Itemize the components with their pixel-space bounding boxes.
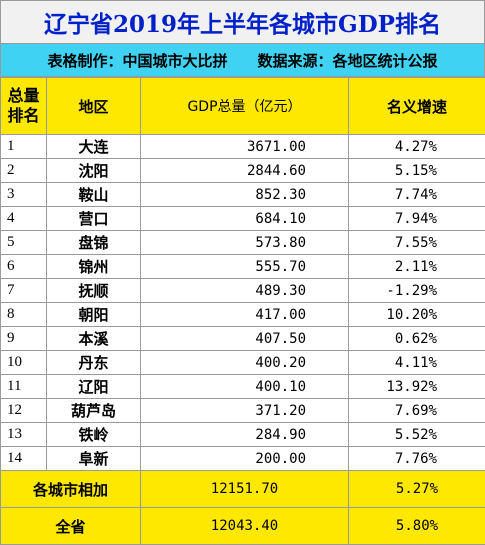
growth-cell: 2.11% [348, 254, 485, 279]
gdp-cell: 2844.60 [140, 158, 349, 183]
city-cell: 本溪 [46, 326, 141, 351]
header-city: 地区 [46, 77, 141, 135]
gdp-cell: 407.50 [140, 326, 349, 351]
total-label: 全省 [0, 507, 141, 545]
rank-cell: 7 [0, 278, 47, 303]
gdp-cell: 573.80 [140, 230, 349, 255]
table-row: 6 锦州 555.70 2.11% [0, 254, 485, 279]
city-cell: 抚顺 [46, 278, 141, 303]
header-rank-line1: 总量 [7, 86, 40, 105]
city-cell: 营口 [46, 206, 141, 231]
gdp-table: 总量 排名 地区 GDP总量（亿元） 名义增速 1 大连 3671.00 4.27% 2… [0, 77, 485, 545]
table-row: 13 铁岭 284.90 5.52% [0, 422, 485, 447]
growth-cell: 0.62% [348, 326, 485, 351]
city-cell: 朝阳 [46, 302, 141, 327]
gdp-cell: 852.30 [140, 182, 349, 207]
rank-cell: 11 [0, 374, 47, 399]
table-row: 9 本溪 407.50 0.62% [0, 326, 485, 351]
gdp-cell: 284.90 [140, 422, 349, 447]
rank-cell: 3 [0, 182, 47, 207]
city-cell: 大连 [46, 134, 141, 159]
growth-cell: 7.55% [348, 230, 485, 255]
rank-cell: 5 [0, 230, 47, 255]
growth-cell: 7.76% [348, 446, 485, 471]
city-cell: 丹东 [46, 350, 141, 375]
header-gdp: GDP总量（亿元） [140, 77, 349, 135]
table-row: 8 朝阳 417.00 10.20% [0, 302, 485, 327]
city-cell: 阜新 [46, 446, 141, 471]
rank-cell: 10 [0, 350, 47, 375]
growth-cell: 13.92% [348, 374, 485, 399]
growth-cell: -1.29% [348, 278, 485, 303]
growth-cell: 4.27% [348, 134, 485, 159]
total-row: 全省 12043.40 5.80% [0, 507, 485, 545]
growth-cell: 5.52% [348, 422, 485, 447]
header-rank-line2: 排名 [7, 106, 40, 125]
table-row: 1 大连 3671.00 4.27% [0, 134, 485, 159]
gdp-cell: 417.00 [140, 302, 349, 327]
rank-cell: 2 [0, 158, 47, 183]
rank-cell: 13 [0, 422, 47, 447]
rank-cell: 1 [0, 134, 47, 159]
rank-cell: 12 [0, 398, 47, 423]
rank-cell: 4 [0, 206, 47, 231]
table-maker: 表格制作：中国城市大比拼 [47, 51, 228, 70]
total-gdp: 12151.70 [140, 470, 349, 508]
city-cell: 沈阳 [46, 158, 141, 183]
gdp-cell: 200.00 [140, 446, 349, 471]
rank-cell: 8 [0, 302, 47, 327]
gdp-cell: 371.20 [140, 398, 349, 423]
table-row: 2 沈阳 2844.60 5.15% [0, 158, 485, 183]
sheet-title: 辽宁省2019年上半年各城市GDP排名 [0, 0, 485, 44]
table-row: 4 营口 684.10 7.94% [0, 206, 485, 231]
table-row: 10 丹东 400.20 4.11% [0, 350, 485, 375]
growth-cell: 7.94% [348, 206, 485, 231]
total-growth: 5.27% [348, 470, 485, 508]
table-row: 5 盘锦 573.80 7.55% [0, 230, 485, 255]
rank-cell: 14 [0, 446, 47, 471]
data-source: 数据来源：各地区统计公报 [257, 51, 438, 70]
header-row: 总量 排名 地区 GDP总量（亿元） 名义增速 [0, 77, 485, 135]
city-cell: 辽阳 [46, 374, 141, 399]
table-row: 7 抚顺 489.30 -1.29% [0, 278, 485, 303]
table-row: 11 辽阳 400.10 13.92% [0, 374, 485, 399]
growth-cell: 7.69% [348, 398, 485, 423]
gdp-cell: 3671.00 [140, 134, 349, 159]
gdp-cell: 400.20 [140, 350, 349, 375]
header-rank: 总量 排名 [0, 77, 47, 135]
growth-cell: 4.11% [348, 350, 485, 375]
gdp-cell: 555.70 [140, 254, 349, 279]
city-cell: 葫芦岛 [46, 398, 141, 423]
gdp-cell: 684.10 [140, 206, 349, 231]
total-gdp: 12043.40 [140, 507, 349, 545]
header-growth: 名义增速 [348, 77, 485, 135]
growth-cell: 7.74% [348, 182, 485, 207]
city-cell: 锦州 [46, 254, 141, 279]
growth-cell: 5.15% [348, 158, 485, 183]
city-cell: 鞍山 [46, 182, 141, 207]
table-row: 12 葫芦岛 371.20 7.69% [0, 398, 485, 423]
gdp-cell: 400.10 [140, 374, 349, 399]
growth-cell: 10.20% [348, 302, 485, 327]
table-row: 3 鞍山 852.30 7.74% [0, 182, 485, 207]
table-row: 14 阜新 200.00 7.76% [0, 446, 485, 471]
city-cell: 盘锦 [46, 230, 141, 255]
gdp-cell: 489.30 [140, 278, 349, 303]
rank-cell: 6 [0, 254, 47, 279]
city-cell: 铁岭 [46, 422, 141, 447]
total-growth: 5.80% [348, 507, 485, 545]
rank-cell: 9 [0, 326, 47, 351]
subtitle-bar: 表格制作：中国城市大比拼 数据来源：各地区统计公报 [0, 44, 485, 77]
total-row: 各城市相加 12151.70 5.27% [0, 470, 485, 508]
total-label: 各城市相加 [0, 470, 141, 508]
